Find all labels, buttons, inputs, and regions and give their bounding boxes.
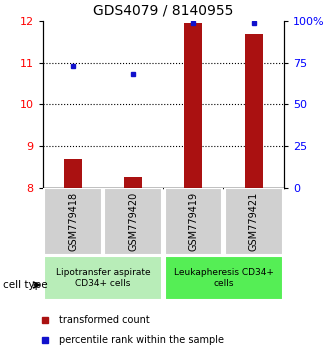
Bar [165, 188, 222, 255]
Text: cell type: cell type [3, 280, 48, 290]
Bar [44, 256, 162, 300]
Text: Leukapheresis CD34+
cells: Leukapheresis CD34+ cells [174, 268, 274, 287]
Text: Lipotransfer aspirate
CD34+ cells: Lipotransfer aspirate CD34+ cells [56, 268, 150, 287]
Bar [184, 23, 203, 188]
Bar [44, 188, 102, 255]
Text: GSM779420: GSM779420 [128, 192, 138, 251]
Text: percentile rank within the sample: percentile rank within the sample [59, 335, 224, 345]
Bar [225, 188, 282, 255]
Text: transformed count: transformed count [59, 315, 150, 325]
Title: GDS4079 / 8140955: GDS4079 / 8140955 [93, 3, 234, 17]
Text: GSM779419: GSM779419 [188, 192, 198, 251]
Bar [124, 177, 142, 188]
Text: GSM779418: GSM779418 [68, 192, 78, 251]
Bar [165, 256, 282, 300]
Bar [245, 34, 263, 188]
Bar [104, 188, 162, 255]
Text: GSM779421: GSM779421 [249, 192, 259, 251]
Bar [64, 159, 82, 188]
